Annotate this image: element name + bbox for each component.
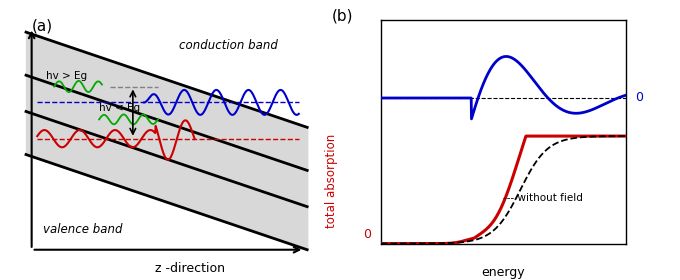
Text: (b): (b) (332, 8, 354, 24)
Text: valence band: valence band (43, 223, 122, 236)
Text: hv > Eg: hv > Eg (46, 71, 87, 81)
Text: total absorption: total absorption (325, 134, 339, 228)
Text: 0: 0 (635, 92, 643, 104)
Text: 0: 0 (363, 228, 371, 241)
Text: conduction band: conduction band (179, 39, 278, 52)
Text: z -direction: z -direction (155, 262, 225, 275)
Text: --- without field: --- without field (503, 193, 583, 203)
Text: (a): (a) (32, 19, 53, 34)
Text: hv < Eg: hv < Eg (99, 102, 140, 113)
Text: energy: energy (481, 266, 525, 279)
